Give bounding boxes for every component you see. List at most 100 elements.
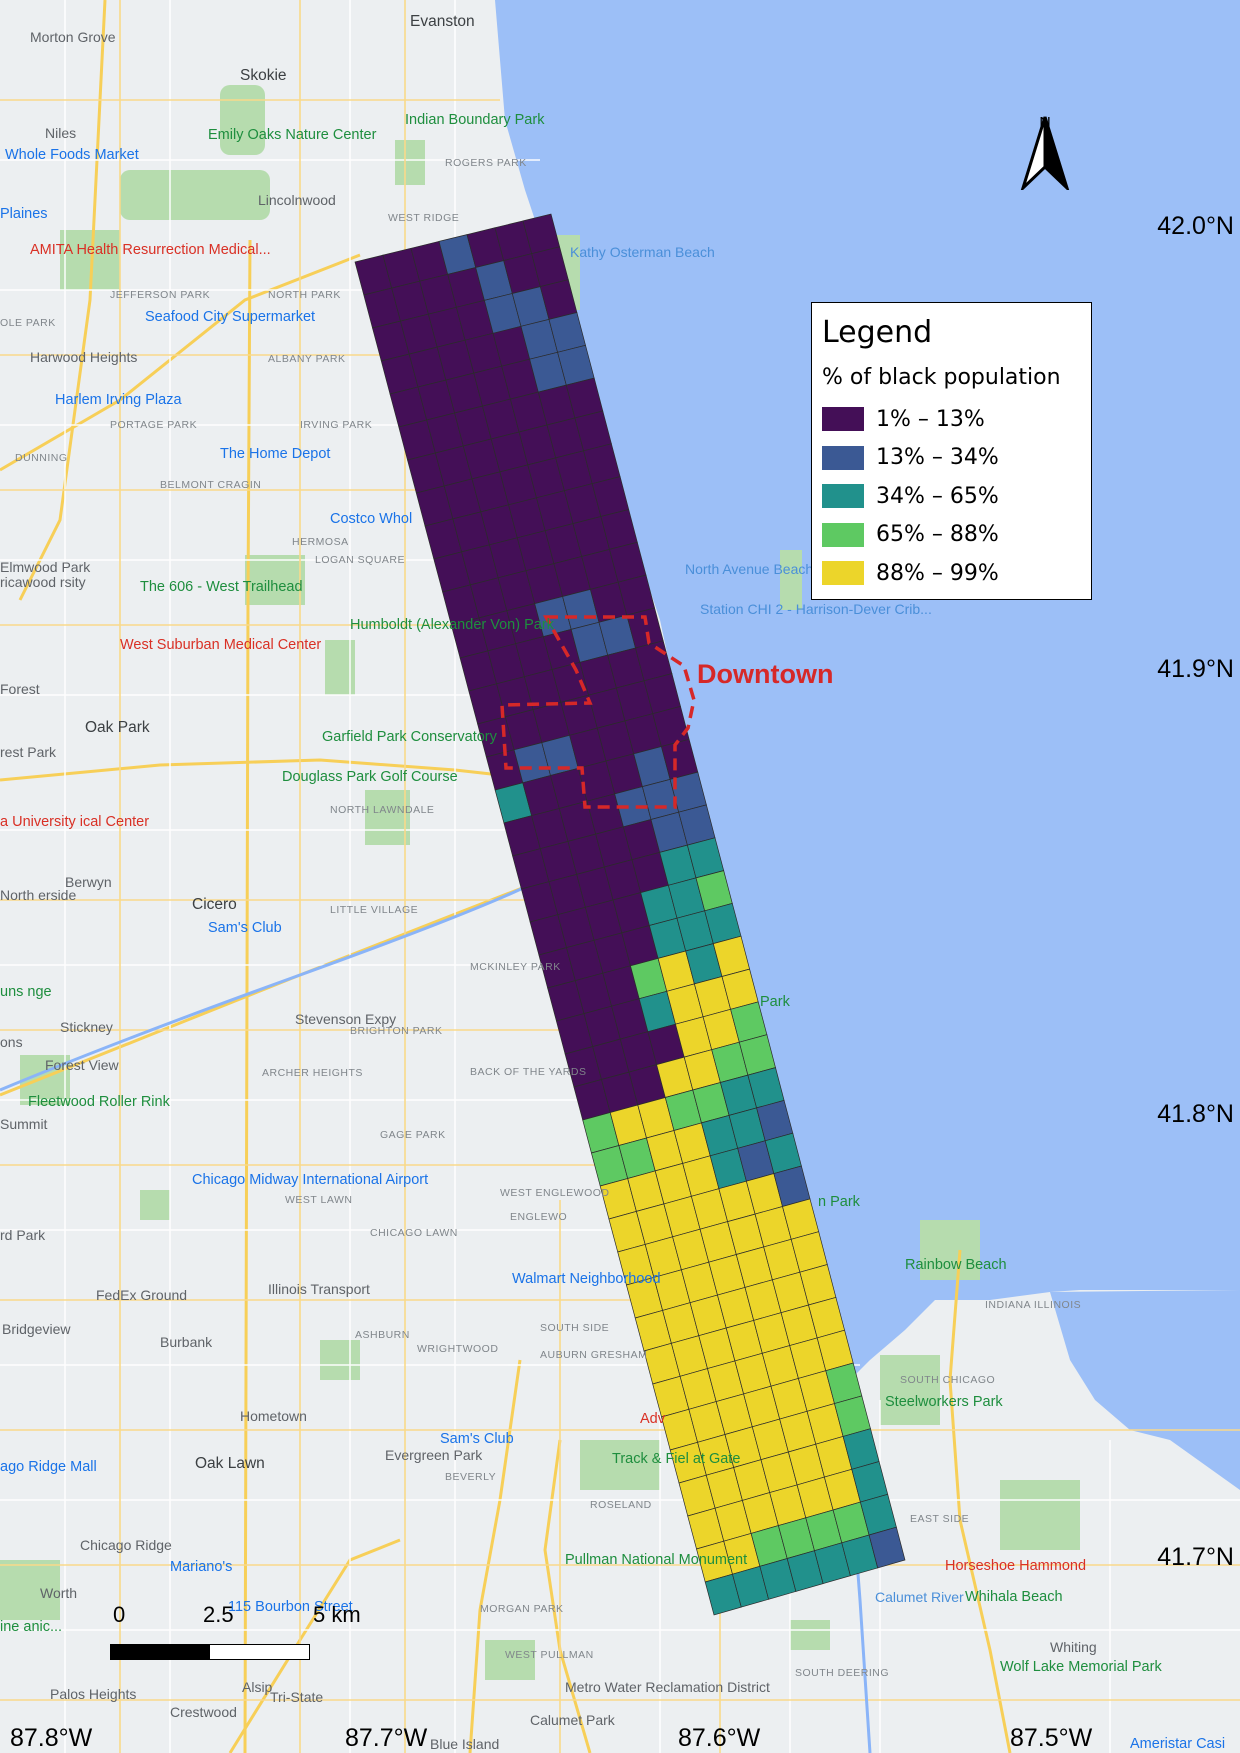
legend-swatch [822, 407, 864, 432]
place-label: BEVERLY [445, 1471, 497, 1483]
place-label: IRVING PARK [300, 419, 373, 431]
place-label: Sam's Club [440, 1431, 514, 1447]
place-label: Ameristar Casi [1130, 1736, 1226, 1752]
legend-item: 65% – 88% [822, 516, 1091, 555]
place-label: Adv [640, 1411, 665, 1427]
place-label: GAGE PARK [380, 1129, 446, 1141]
place-label: Chicago Ridge [80, 1537, 172, 1553]
place-label: Harlem Irving Plaza [55, 392, 182, 408]
north-arrow: N [1020, 115, 1070, 190]
place-label: INDIANA ILLINOIS [985, 1299, 1082, 1311]
place-label: Berwyn [65, 874, 112, 890]
place-label: Morton Grove [30, 29, 116, 45]
lat-label-41-9: 41.9°N [1157, 655, 1234, 683]
place-label: DUNNING [15, 452, 68, 464]
place-label: ALBANY PARK [268, 353, 346, 365]
place-label: a University ical Center [0, 814, 150, 830]
place-label: Metro Water Reclamation District [565, 1679, 770, 1695]
choropleth-grid [354, 213, 906, 1616]
place-label: OLE PARK [0, 317, 56, 329]
place-label: Whiting [1050, 1639, 1097, 1655]
place-label: JEFFERSON PARK [110, 289, 211, 301]
place-label: Calumet River [875, 1589, 964, 1605]
place-label: Summit [0, 1116, 48, 1132]
place-label: BELMONT CRAGIN [160, 479, 262, 491]
place-label: Garfield Park Conservatory [322, 729, 497, 745]
place-label: Cicero [192, 896, 237, 913]
place-label: HERMOSA [292, 536, 349, 548]
legend-label: 34% – 65% [876, 483, 999, 509]
place-label: 115 Bourbon Street [228, 1599, 353, 1615]
legend-swatch [822, 484, 864, 509]
place-label: Seafood City Supermarket [145, 309, 316, 325]
place-label: Plaines [0, 206, 48, 222]
place-label: Costco Whol [330, 511, 413, 527]
place-label: Stevenson Expy [295, 1011, 397, 1027]
place-label: ine anic... [0, 1619, 63, 1635]
legend-subtitle: % of black population [822, 365, 1061, 390]
legend-item: 1% – 13% [822, 400, 1091, 439]
lon-label-87-6: 87.6°W [678, 1724, 761, 1752]
place-label: Walmart Neighborhood [512, 1271, 661, 1287]
place-label: Mariano's [170, 1559, 233, 1575]
place-label: AUBURN GRESHAM [540, 1349, 648, 1361]
place-label: Hometown [240, 1408, 307, 1424]
place-label: Alsip [242, 1679, 273, 1695]
place-label: WRIGHTWOOD [417, 1343, 499, 1355]
place-label: Skokie [240, 67, 287, 84]
place-label: ENGLEWO [510, 1211, 568, 1223]
place-label: NORTH PARK [268, 289, 341, 301]
place-label: Evergreen Park [385, 1447, 483, 1463]
scale-bar-graphic [110, 1644, 310, 1660]
place-label: EAST SIDE [910, 1513, 970, 1525]
place-label: Oak Park [85, 719, 150, 736]
scale-label-0: 0 [113, 1602, 126, 1627]
place-label: Horseshoe Hammond [945, 1558, 1087, 1574]
place-label: Humboldt (Alexander Von) Park [350, 617, 554, 633]
legend-label: 65% – 88% [876, 522, 999, 548]
place-label: Douglass Park Golf Course [282, 769, 458, 785]
highways [0, 0, 1012, 1753]
place-label: Kathy Osterman Beach [570, 244, 715, 260]
lon-label-87-7: 87.7°W [345, 1724, 428, 1752]
place-label: ons [0, 1034, 23, 1050]
place-label: Fleetwood Roller Rink [28, 1094, 170, 1110]
place-label: ROSELAND [590, 1499, 652, 1511]
downtown-outline [500, 615, 696, 809]
scale-label-5km: 5 km [313, 1602, 361, 1627]
lat-label-41-8: 41.8°N [1157, 1100, 1234, 1128]
river [0, 878, 541, 1092]
place-label: rd Park [0, 1227, 46, 1243]
place-label: Park [760, 994, 790, 1010]
legend-items: 1% – 13% 13% – 34% 34% – 65% 65% – 88% 88% –… [822, 400, 1091, 593]
place-label: Wolf Lake Memorial Park [1000, 1659, 1162, 1675]
legend-swatch [822, 522, 864, 547]
place-label: MORGAN PARK [480, 1603, 564, 1615]
legend-title: Legend [822, 315, 933, 350]
lake-east [1050, 1290, 1240, 1490]
place-label: ROGERS PARK [445, 157, 527, 169]
scale-label-2-5: 2.5 [203, 1602, 234, 1627]
place-label: Emily Oaks Nature Center [208, 127, 377, 143]
place-label: MCKINLEY PARK [470, 961, 561, 973]
place-label: rest Park [0, 744, 57, 760]
place-label: Forest View [45, 1057, 119, 1073]
legend-item: 13% – 34% [822, 439, 1091, 478]
place-label: Tri-State [270, 1689, 324, 1705]
lat-label-41-7: 41.7°N [1157, 1543, 1234, 1571]
place-label: uns nge [0, 984, 52, 1000]
place-label: Niles [45, 125, 77, 141]
green-areas [0, 85, 1080, 1680]
place-label: LITTLE VILLAGE [330, 904, 419, 916]
place-label: BRIGHTON PARK [350, 1025, 443, 1037]
place-label: The 606 - West Trailhead [140, 579, 303, 595]
place-label: Harwood Heights [30, 349, 138, 365]
lat-label-42-0: 42.0°N [1157, 212, 1234, 240]
place-label: AMITA Health Resurrection Medical... [30, 242, 271, 258]
place-label: ASHBURN [355, 1329, 410, 1341]
place-label: SOUTH DEERING [795, 1667, 890, 1679]
place-label: Illinois Transport [268, 1281, 370, 1297]
place-label: The Home Depot [220, 446, 331, 462]
place-label: WEST RIDGE [388, 212, 460, 224]
place-label: WEST LAWN [285, 1194, 353, 1206]
